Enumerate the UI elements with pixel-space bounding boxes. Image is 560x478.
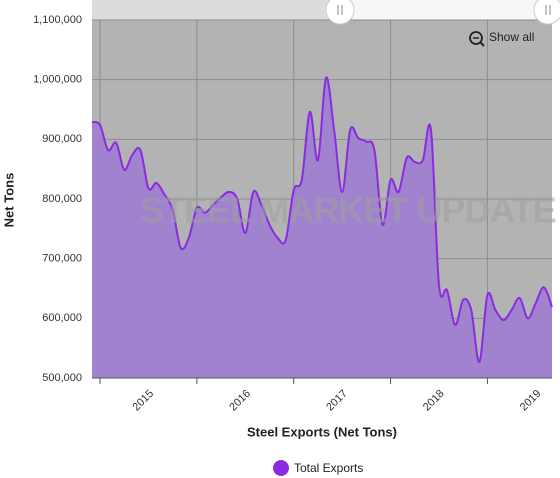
plot-area: [91, 19, 553, 379]
navigator-handle[interactable]: [325, 0, 355, 25]
area: [92, 77, 552, 378]
x-axis-title: Steel Exports (Net Tons): [247, 424, 397, 439]
line: [91, 76, 553, 363]
y-tick-label: 500,000: [42, 372, 82, 384]
x-tick-label: 2019: [518, 388, 544, 414]
x-tick-label: 2017: [324, 388, 350, 414]
y-tick-label: 800,000: [42, 193, 82, 205]
y-tick-label: 1,000,000: [33, 74, 82, 86]
y-tick-label: 1,100,000: [33, 14, 82, 26]
navigator-handles[interactable]: [325, 0, 560, 25]
navigator-handle[interactable]: [533, 0, 560, 25]
zoom-icon-handle: [479, 41, 485, 47]
watermark: STEEL MARKET UPDATE: [140, 190, 556, 231]
navigator-mask: [92, 0, 340, 22]
y-axis-title: Net Tons: [1, 173, 16, 228]
legend-label[interactable]: Total Exports: [294, 461, 363, 475]
navigator[interactable]: [92, 0, 552, 22]
y-tick-label: 600,000: [42, 312, 82, 324]
x-tick-label: 2016: [227, 388, 253, 414]
show-all-label: Show all: [489, 30, 534, 44]
zoom-icon: [469, 31, 483, 45]
navigator-window: [340, 0, 552, 22]
y-tick-label: 900,000: [42, 133, 82, 145]
y-tick-label: 700,000: [42, 253, 82, 265]
show-all-button[interactable]: Show all: [469, 30, 534, 47]
x-tick-label: 2018: [421, 388, 447, 414]
legend-swatch[interactable]: [273, 460, 289, 476]
x-tick-label: 2015: [130, 388, 156, 414]
